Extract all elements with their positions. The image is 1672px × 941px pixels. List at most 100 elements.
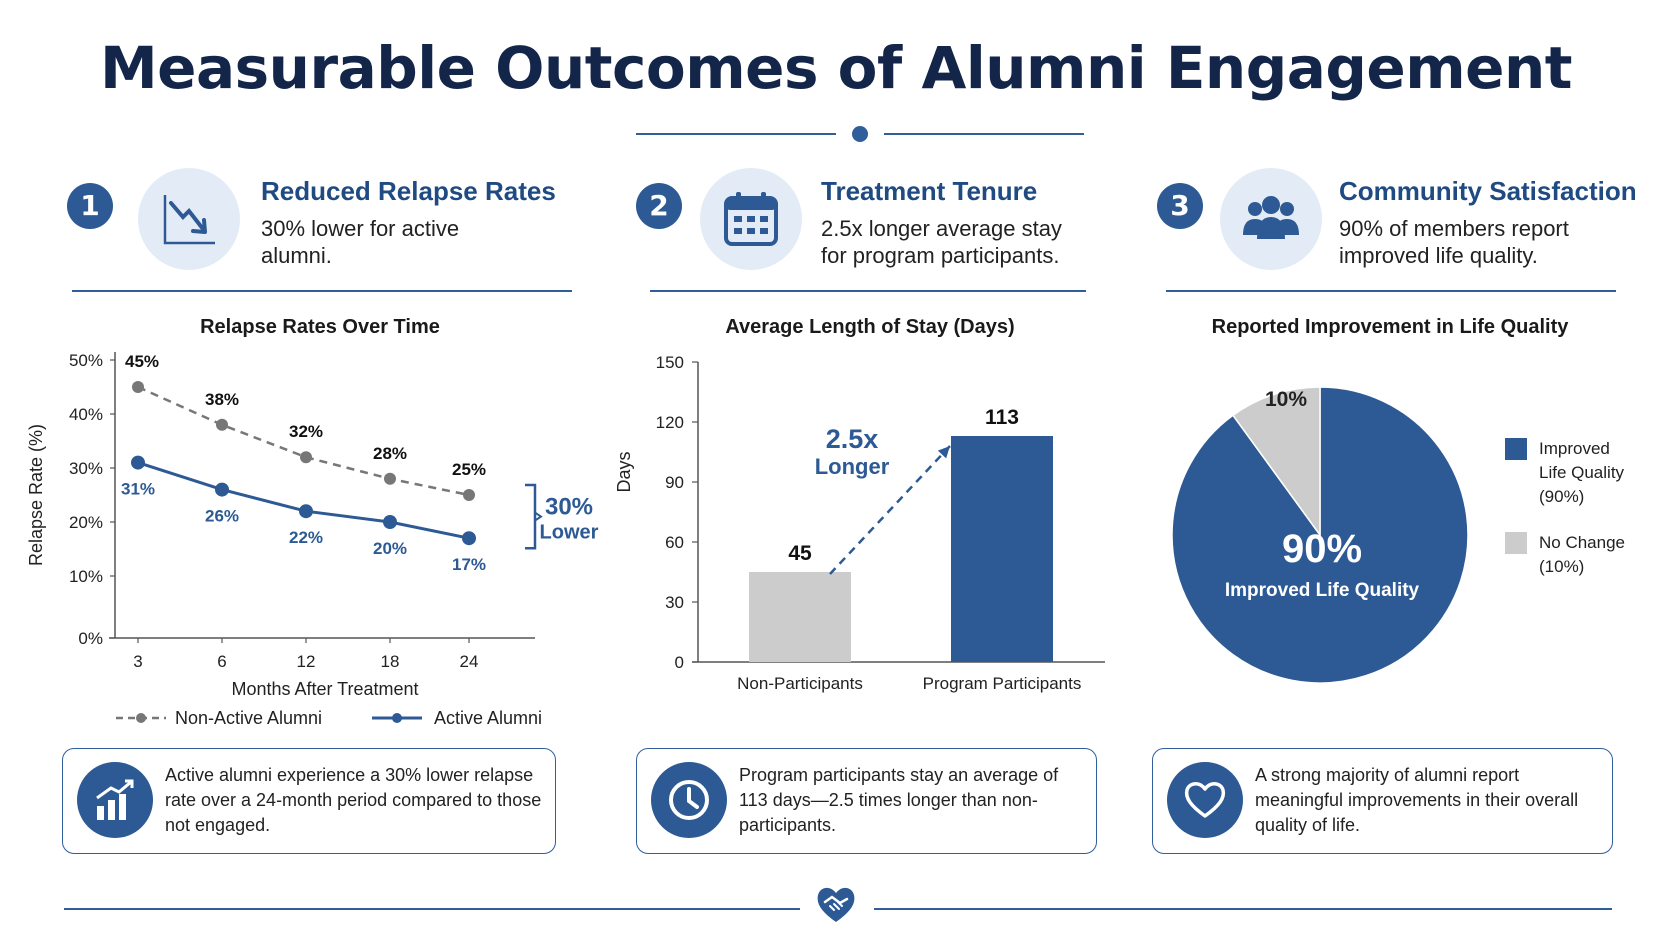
data-point [299,504,313,519]
legend-marker [392,713,402,723]
heart-icon [1167,762,1243,838]
y-tick-label: 40% [69,405,103,424]
chart-title: Reported Improvement in Life Quality [1211,316,1569,338]
section-rule [72,290,572,292]
people-group-icon [1220,168,1322,270]
data-point [132,381,144,393]
annotation-text: Lower [540,522,599,544]
legend-swatch [1505,438,1527,460]
y-tick-label: 30% [69,459,103,478]
note-text: A strong majority of alumni report meani… [1255,765,1579,835]
center-value: 90% [1282,527,1362,571]
data-point [462,531,476,546]
annotation-value: 30% [545,494,593,521]
data-point [131,455,145,470]
section-heading: Community Satisfaction [1339,176,1637,206]
x-tick-label: 3 [133,652,142,671]
pie-slice-no-change [1231,386,1321,538]
x-tick-label: 24 [460,652,479,671]
chart-title: Average Length of Stay (Days) [725,316,1015,338]
x-tick-label: Program Participants [923,674,1082,693]
legend-label: Life Quality [1539,463,1625,482]
section-number-badge: 2 [636,183,682,229]
legend-label: Active Alumni [434,708,542,728]
y-tick-label: 0 [675,653,684,672]
center-text: Improved Life Quality [1225,580,1420,601]
data-label: 32% [289,422,323,441]
y-tick-label: 20% [69,513,103,532]
bar [749,572,851,662]
x-tick-label: Non-Participants [737,674,863,693]
note-text: Active alumni experience a 30% lower rel… [165,765,542,835]
data-label: 45% [125,352,159,371]
bottom-rule-left [64,908,800,910]
trend-down-icon [138,168,240,270]
title-divider [636,124,1084,144]
y-tick-label: 60 [665,533,684,552]
legend-label: (10%) [1539,557,1584,576]
section-rule [1166,290,1616,292]
page-title: Measurable Outcomes of Alumni Engagement [99,34,1573,102]
bar [951,436,1053,662]
note-card-relapse: Active alumni experience a 30% lower rel… [62,748,556,854]
y-tick-label: 90 [665,473,684,492]
legend-marker [136,713,146,723]
y-tick-label: 150 [656,353,684,372]
clock-icon [651,762,727,838]
bar-value-label: 45 [788,542,812,565]
relapse-line-chart: 0% 10% 20% 30% 40% 50% 3 6 12 18 24 Months After Tr… [26,351,599,728]
slice-label: 10% [1265,388,1307,411]
data-label: 28% [373,444,407,463]
length-of-stay-bar-chart: 0 30 60 90 120 150 Days 45 Non-Participants 113 Pr… [614,353,1105,693]
life-quality-pie-chart: 10% 90% Improved Life Quality Improved Life … [1171,386,1625,684]
annotation-value: 2.5x [826,424,879,454]
y-tick-label: 50% [69,351,103,370]
data-label: 20% [373,539,407,558]
data-point [215,482,229,497]
note-text: Program participants stay an average of … [739,765,1059,835]
data-label: 22% [289,528,323,547]
data-point [463,489,475,501]
section-rule [650,290,1086,292]
section-heading: Reduced Relapse Rates [261,176,556,206]
data-label: 26% [205,507,239,526]
data-point [384,472,396,485]
legend-label: No Change [1539,533,1625,552]
bar-value-label: 113 [985,406,1019,429]
section-description: 30% lower for active alumni. [261,216,460,268]
x-tick-label: 6 [217,652,226,671]
legend-label: (90%) [1539,487,1584,506]
legend-swatch [1505,532,1527,554]
legend-label: Improved [1539,439,1610,458]
section-heading: Treatment Tenure [821,176,1038,206]
data-point [300,451,312,464]
bar-chart-up-icon [77,762,153,838]
data-label: 25% [452,460,486,479]
data-label: 17% [452,555,486,574]
chart-title: Relapse Rates Over Time [200,316,440,338]
series-line [137,461,470,540]
x-axis-label: Months After Treatment [231,679,418,699]
calendar-icon [700,168,802,270]
data-label: 31% [121,480,155,499]
y-tick-label: 30 [665,593,684,612]
bracket-tip [534,511,543,522]
annotation-text: Longer [815,454,890,479]
y-axis-label: Days [614,451,634,492]
note-card-satisfaction: A strong majority of alumni report meani… [1152,748,1613,854]
growth-arrowhead [937,446,950,459]
section-description: 2.5x longer average stay for program par… [821,216,1062,268]
section-number-badge: 3 [1157,183,1203,229]
legend-label: Non-Active Alumni [175,708,322,728]
heart-handshake-icon [817,887,855,922]
y-tick-label: 10% [69,567,103,586]
data-point [216,418,228,431]
bottom-rule-right [874,908,1612,910]
growth-arrow [829,445,951,575]
section-description: 90% of members report improved life qual… [1339,216,1569,268]
section-number-badge: 1 [67,183,113,229]
y-tick-label: 0% [78,629,103,648]
y-tick-label: 120 [656,413,684,432]
bracket [525,483,537,550]
x-tick-label: 18 [381,652,400,671]
